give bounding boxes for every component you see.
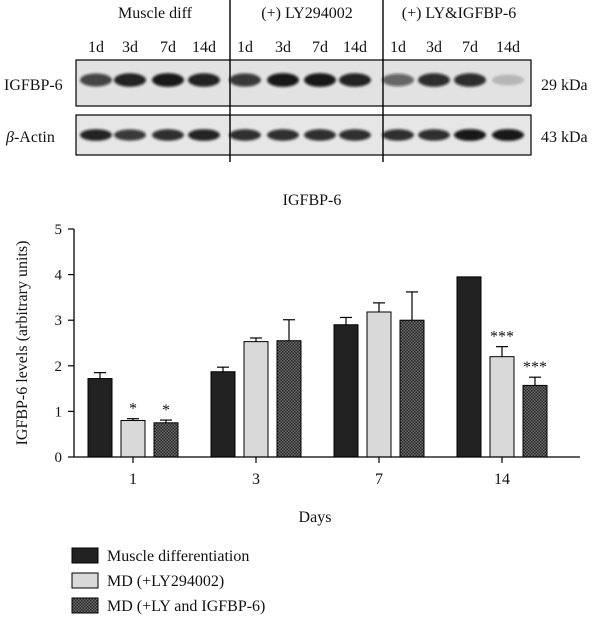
actin-band bbox=[188, 129, 220, 141]
actin-band bbox=[454, 129, 486, 141]
chart-legend: Muscle differentiation MD (+LY294002) MD… bbox=[71, 547, 265, 615]
blot-group-label: (+) LY294002 bbox=[261, 5, 352, 22]
bar bbox=[153, 422, 179, 458]
y-tick-label: 1 bbox=[55, 404, 63, 420]
chart-title: IGFBP-6 bbox=[283, 192, 342, 209]
y-tick-label: 3 bbox=[55, 313, 63, 329]
bar bbox=[276, 340, 302, 458]
x-tick-label: 3 bbox=[252, 471, 260, 488]
x-tick-label: 1 bbox=[129, 471, 137, 488]
bar bbox=[522, 384, 548, 458]
igfbp6-band bbox=[267, 73, 299, 87]
blot-group-label: Muscle diff bbox=[118, 5, 193, 22]
blot-lane-label: 7d bbox=[462, 39, 478, 56]
blot-size-igfbp6: 29 kDa bbox=[541, 77, 588, 94]
blot-lane-label: 1d bbox=[390, 39, 406, 56]
blot-row-label-igfbp6: IGFBP-6 bbox=[4, 77, 63, 94]
actin-band bbox=[152, 129, 184, 141]
legend-label-ly294002: MD (+LY294002) bbox=[107, 573, 224, 590]
igfbp6-band bbox=[229, 73, 261, 87]
bar bbox=[87, 378, 113, 458]
blot-lane-label: 14d bbox=[192, 39, 216, 56]
igfbp6-band bbox=[339, 73, 371, 87]
bar bbox=[120, 420, 146, 458]
legend-swatch-muscle-diff bbox=[71, 547, 99, 564]
actin-band bbox=[267, 129, 299, 141]
legend-label-ly-igfbp6: MD (+LY and IGFBP-6) bbox=[107, 598, 265, 615]
y-tick-label: 5 bbox=[55, 222, 63, 238]
bar bbox=[366, 311, 392, 458]
actin-band bbox=[418, 129, 450, 141]
igfbp6-band bbox=[304, 73, 336, 87]
y-tick-label: 4 bbox=[55, 268, 63, 284]
actin-band bbox=[114, 129, 146, 141]
igfbp6-band bbox=[114, 73, 146, 87]
bar bbox=[456, 276, 482, 458]
blot-size-actin: 43 kDa bbox=[541, 129, 588, 146]
actin-band bbox=[339, 129, 371, 141]
igfbp6-band bbox=[418, 73, 450, 87]
actin-band bbox=[229, 129, 261, 141]
igfbp6-band bbox=[492, 74, 524, 86]
blot-group-label: (+) LY&IGFBP-6 bbox=[402, 5, 517, 22]
bar bbox=[243, 341, 269, 458]
legend-label-muscle-diff: Muscle differentiation bbox=[107, 548, 249, 565]
blot-lane-label: 7d bbox=[312, 39, 328, 56]
igfbp6-band bbox=[80, 73, 112, 87]
blot-lane-label: 14d bbox=[343, 39, 367, 56]
igfbp6-blot-strip bbox=[75, 59, 532, 107]
bar bbox=[333, 324, 359, 458]
significance-marker: * bbox=[129, 401, 137, 418]
actin-band bbox=[304, 129, 336, 141]
y-tick-label: 2 bbox=[55, 359, 63, 375]
y-tick-label: 0 bbox=[55, 450, 63, 466]
blot-lane-label: 1d bbox=[88, 39, 104, 56]
bar bbox=[399, 319, 425, 458]
actin-band bbox=[492, 129, 524, 141]
bar bbox=[489, 356, 515, 458]
blot-row-label-actin: β-Actin bbox=[5, 129, 55, 146]
western-blot-panel: Muscle diff (+) LY294002 (+) LY&IGFBP-6 1d… bbox=[4, 0, 588, 162]
igfbp6-band bbox=[188, 73, 220, 87]
significance-marker: * bbox=[162, 402, 170, 419]
igfbp6-band bbox=[454, 73, 486, 87]
blot-lane-label: 14d bbox=[496, 39, 520, 56]
bar bbox=[210, 371, 236, 458]
blot-lane-label: 3d bbox=[426, 39, 442, 56]
igfbp6-band bbox=[382, 73, 414, 87]
blot-lane-label: 3d bbox=[122, 39, 138, 56]
x-tick-label: 7 bbox=[375, 471, 383, 488]
blot-lane-label: 3d bbox=[275, 39, 291, 56]
blot-lane-label: 1d bbox=[237, 39, 253, 56]
significance-marker: *** bbox=[523, 359, 547, 376]
blot-lane-label: 7d bbox=[160, 39, 176, 56]
significance-marker: *** bbox=[490, 329, 514, 346]
igfbp6-band bbox=[152, 73, 184, 87]
y-axis-label: IGFBP-6 levels (arbitrary units) bbox=[14, 241, 31, 446]
x-tick-label: 14 bbox=[494, 471, 510, 488]
x-axis-label: Days bbox=[299, 509, 332, 526]
legend-swatch-ly-igfbp6 bbox=[71, 597, 99, 614]
actin-band bbox=[80, 129, 112, 141]
legend-swatch-ly294002 bbox=[71, 572, 99, 589]
actin-band bbox=[382, 129, 414, 141]
